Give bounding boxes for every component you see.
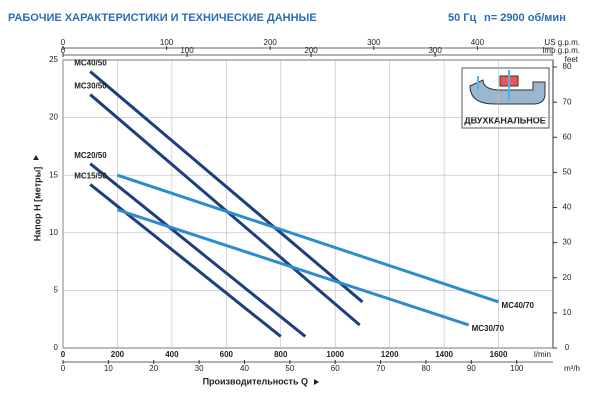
extra-axis-unit: Imp g.p.m. [542,46,580,55]
extra-axis-tick-label: 50 [285,364,294,373]
y2-tick-label: 30 [563,238,572,247]
inset-pump [469,79,546,105]
extra-axis-tick-label: 90 [467,364,476,373]
series-label: MC30/50 [74,82,107,91]
y-tick-label: 5 [54,286,59,295]
extra-axis-tick-label: 300 [367,38,381,47]
series-line [116,208,470,327]
series-line [116,173,500,304]
y-tick-label: 15 [49,170,58,179]
x-tick-label: 1000 [326,350,344,359]
x-arrow [314,379,319,385]
chart-title: РАБОЧИЕ ХАРАКТЕРИСТИКИ И ТЕХНИЧЕСКИЕ ДАН… [8,12,317,24]
extra-axis-tick-label: 0 [61,38,66,47]
y-tick-label: 25 [49,55,58,64]
x-tick-label: 1600 [490,350,508,359]
extra-axis-tick-label: 70 [376,364,385,373]
series-label: MC40/50 [74,59,107,68]
x-tick-label: 0 [61,350,66,359]
y2-tick-label: 70 [563,97,572,106]
x-tick-label: 600 [220,350,234,359]
y2-tick-label: 40 [563,203,572,212]
extra-axis-tick-label: 200 [304,46,318,55]
y2-tick-label: 80 [563,62,572,71]
series-label: MC15/50 [74,172,107,181]
series-label: MC20/50 [74,151,107,160]
x-tick-label: 1200 [381,350,399,359]
y2-tick-label: 60 [563,132,572,141]
series-line [89,162,307,338]
inset-label: ДВУХКАНАЛЬНОЕ [464,115,546,125]
inset: ДВУХКАНАЛЬНОЕ [461,67,550,129]
x-tick-label: 200 [111,350,125,359]
x-tick-label: 1400 [435,350,453,359]
extra-axis-tick-label: 100 [510,364,524,373]
extra-axis-unit: m³/h [564,364,580,373]
extra-axis-tick-label: 60 [331,364,340,373]
y2-unit: feet [565,55,579,64]
y-axis-title: Напор H [метры] [32,167,42,242]
extra-axis-tick-label: 20 [149,364,158,373]
extra-axis-tick-label: 0 [61,364,66,373]
extra-axis-tick-label: 100 [180,46,194,55]
extra-axis-tick-label: 30 [195,364,204,373]
series-label: MC40/70 [502,301,535,310]
y-tick-label: 10 [49,228,58,237]
y2-tick-label: 0 [565,343,570,352]
y2-tick-label: 20 [563,273,572,282]
extra-axis-tick-label: 0 [61,46,66,55]
extra-axis-tick-label: 300 [428,46,442,55]
y2-tick-label: 50 [563,167,572,176]
x-tick-label: 400 [165,350,179,359]
extra-axis-tick-label: 100 [160,38,174,47]
frequency: 50 Гц [448,12,477,24]
extra-axis-tick-label: 200 [264,38,278,47]
x-unit: l/min [534,350,551,359]
extra-axis-tick-label: 80 [422,364,431,373]
x-tick-label: 800 [274,350,288,359]
speed: n= 2900 об/мин [484,12,566,24]
extra-axis-tick-label: 10 [104,364,113,373]
series-line [89,70,364,304]
y-tick-label: 0 [54,343,59,352]
extra-axis-tick-label: 400 [471,38,485,47]
extra-axis-tick-label: 40 [240,364,249,373]
series-label: MC30/70 [472,324,505,333]
y2-tick-label: 10 [563,308,572,317]
extra-axis-unit: US g.p.m. [544,38,580,47]
y-tick-label: 20 [49,113,58,122]
x-axis-title: Производительность Q [203,376,308,386]
inset-flow [477,70,510,100]
y-arrow [33,155,39,160]
